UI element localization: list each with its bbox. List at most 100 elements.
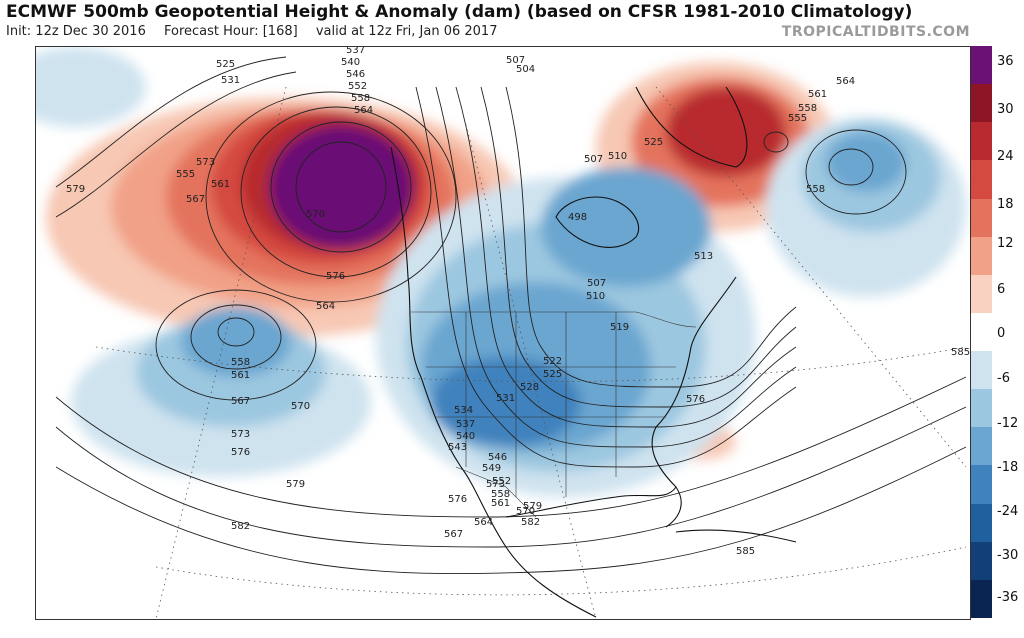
anomaly-hudson [541, 167, 711, 287]
contour-labels: 5255315375405465525585645675705765735555… [66, 47, 970, 557]
contour-label: 567 [186, 194, 205, 205]
colorbar-swatch [971, 84, 992, 123]
contour-subtropical-2 [55, 406, 967, 548]
contour-label: 510 [608, 151, 627, 162]
contour-label: 579 [523, 501, 542, 512]
coastlines [390, 86, 797, 618]
colorbar-label: -36 [997, 590, 1019, 605]
contour-label: 582 [521, 517, 540, 528]
anomaly-shading [36, 47, 966, 497]
brand-watermark: TROPICALTIDBITS.COM [781, 24, 970, 40]
colorbar-swatch [971, 312, 992, 352]
anomaly-atlantic-core [826, 132, 906, 192]
colorbar-label: 36 [997, 54, 1014, 69]
colorbar-label: 30 [997, 102, 1014, 117]
contour-label: 561 [231, 370, 250, 381]
contour-atlantic-2 [805, 129, 907, 215]
contour-label: 525 [216, 59, 235, 70]
init-time: Init: 12z Dec 30 2016 [6, 24, 146, 39]
colorbar-label: 6 [997, 282, 1006, 297]
contour-subtropical-1 [55, 376, 967, 518]
coastline-atlantic [651, 276, 737, 528]
contour-label: 564 [316, 301, 335, 312]
contour-label: 555 [176, 169, 195, 180]
colorbar-label: -18 [997, 460, 1019, 475]
contour-label: 519 [610, 322, 629, 333]
graticule [95, 86, 967, 619]
contour-label: 576 [686, 394, 705, 405]
contour-label: 537 [346, 47, 365, 56]
contour-label: 582 [231, 521, 250, 532]
contour-label: 564 [354, 105, 373, 116]
contour-label: 498 [568, 212, 587, 223]
height-contours [55, 56, 967, 575]
contour-label: 567 [444, 529, 463, 540]
contour-label: 525 [543, 369, 562, 380]
contour-north-2 [55, 71, 297, 218]
contour-label: 576 [231, 447, 250, 458]
contour-label: 555 [788, 113, 807, 124]
contour-label: 546 [346, 69, 365, 80]
contour-label: 540 [341, 57, 360, 68]
contour-label: 573 [196, 157, 215, 168]
colorbar-swatch [971, 46, 992, 85]
contour-small-high [763, 131, 789, 153]
contour-ridge-1 [295, 141, 387, 233]
graticule-line-3 [455, 86, 597, 619]
contour-label: 564 [836, 76, 855, 87]
contour-label: 558 [806, 184, 825, 195]
valid-time: valid at 12z Fri, Jan 06 2017 [315, 24, 498, 39]
contour-label: 552 [348, 81, 367, 92]
contour-atlantic-1 [828, 148, 874, 186]
political-borders [411, 311, 697, 518]
map-panel: 525 531 537 540 546 552 558 564 567 570 576 573 555 5… [35, 46, 971, 620]
contour-ridge-3 [240, 106, 432, 278]
contour-pacific-2 [190, 304, 282, 370]
colorbar-swatch [971, 122, 992, 161]
border-us-mexico [455, 466, 537, 518]
contour-label: 537 [456, 419, 475, 430]
colorbar-swatch [971, 579, 992, 619]
map-subtitle: Init: 12z Dec 30 2016 Forecast Hour: [16… [6, 24, 511, 39]
contour-label: 579 [286, 479, 305, 490]
coastline-cuba [675, 529, 797, 543]
contour-label: 567 [231, 396, 250, 407]
colorbar-label: 0 [997, 326, 1006, 341]
contour-label: 573 [231, 429, 250, 440]
contour-label: 513 [694, 251, 713, 262]
contour-label: 558 [798, 103, 817, 114]
contour-label: 561 [808, 89, 827, 100]
contour-trough-3 [455, 86, 797, 428]
contour-label: 558 [351, 93, 370, 104]
contour-label: 561 [211, 179, 230, 190]
colorbar-swatch [971, 503, 992, 543]
colorbar-label: 18 [997, 197, 1014, 212]
coastline-pacific-nw [390, 146, 597, 618]
anomaly-pacific-core [181, 307, 291, 377]
contour-trough-2 [435, 86, 797, 448]
anomaly-ridge-core [269, 125, 413, 249]
contour-label: 531 [221, 75, 240, 86]
contour-label: 585 [951, 347, 970, 358]
contour-label: 561 [491, 498, 510, 509]
contour-label: 534 [454, 405, 473, 416]
contour-label: 564 [474, 517, 493, 528]
contour-pacific-1 [217, 317, 255, 347]
contour-label: 573 [486, 479, 505, 490]
contour-label: 570 [306, 209, 325, 220]
colorbar-label: 12 [997, 236, 1014, 251]
colorbar-swatch [971, 541, 992, 581]
contour-label: 552 [492, 476, 511, 487]
contour-label: 510 [586, 291, 605, 302]
contour-label: 558 [491, 489, 510, 500]
colorbar-swatch [971, 351, 992, 390]
contour-label: 579 [66, 184, 85, 195]
coastline-greenland [635, 86, 748, 168]
colorbar-swatch [971, 198, 992, 238]
colorbar-label: 24 [997, 149, 1014, 164]
coastline-hudson-bay [555, 196, 639, 248]
contour-label: 570 [291, 401, 310, 412]
colorbar-swatch [971, 160, 992, 200]
contour-label: 525 [644, 137, 663, 148]
colorbar-label: -12 [997, 416, 1019, 431]
